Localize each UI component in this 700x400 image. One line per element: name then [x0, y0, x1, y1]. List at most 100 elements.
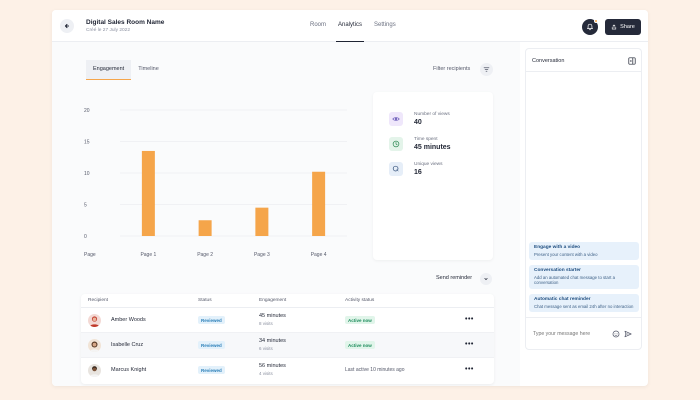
tab-room[interactable]: Room: [310, 22, 327, 28]
clock-icon: [389, 137, 403, 151]
x-tick-label: Page 4: [311, 252, 327, 258]
more-options-button[interactable]: •••: [465, 316, 474, 323]
share-icon: [612, 24, 617, 30]
filter-icon: [483, 67, 490, 72]
room-title-block: Digital Sales Room Name Créé le 27 July …: [86, 19, 164, 33]
analytics-subtabs: Engagement Timeline: [86, 60, 166, 80]
header-recipient: Recipient: [88, 298, 108, 303]
top-header: Digital Sales Room Name Créé le 27 July …: [52, 10, 648, 42]
send-reminder-label[interactable]: Send reminder: [436, 275, 473, 281]
status-badge: Reviewed: [198, 341, 225, 349]
engagement-time: 56 minutes: [259, 363, 286, 369]
bar: [312, 171, 326, 236]
stat-views: Number of views 40: [389, 112, 450, 126]
back-button[interactable]: [60, 19, 74, 33]
stats-card: Number of views 40 Time spent 45 minutes: [373, 92, 493, 260]
y-tick-label: 5: [84, 203, 87, 209]
header-engagement: Engagement: [259, 298, 287, 303]
header-status: Status: [198, 298, 212, 303]
y-tick-label: 10: [84, 171, 90, 177]
collapse-panel-icon[interactable]: [628, 57, 636, 65]
engagement-time: 34 minutes: [259, 338, 286, 344]
suggestion-title: Automatic chat reminder: [534, 297, 591, 302]
more-options-button[interactable]: •••: [465, 366, 474, 373]
stat-unique-views: Unique views 16: [389, 162, 443, 176]
status-badge: Reviewed: [198, 366, 225, 374]
activity-badge: Active now: [345, 316, 375, 324]
engagement-visits: 8 visits: [259, 321, 273, 326]
bar: [255, 207, 269, 236]
filter-recipients-label[interactable]: Filter recipients: [433, 66, 471, 72]
suggestion-video[interactable]: Engage with a video Present your content…: [529, 242, 639, 260]
stat-views-value: 40: [414, 119, 422, 126]
avatar: [88, 339, 101, 352]
suggestion-desc: Add an automated chat message to start a…: [534, 274, 615, 286]
table-row[interactable]: Amber Woods Reviewed 45 minutes 8 visits…: [81, 308, 494, 333]
stat-time-value: 45 minutes: [414, 144, 451, 151]
analytics-main: Engagement Timeline Filter recipients 0 5…: [52, 42, 520, 386]
engagement-bar-chart: 0 5 10 15 20 Page Page 1 Page 2 Page 3 Page 4: [84, 108, 347, 258]
y-tick-label: 0: [84, 234, 87, 240]
engagement-visits: 4 visits: [259, 371, 273, 376]
room-created-date: Créé le 27 July 2022: [86, 28, 130, 33]
app-window: Digital Sales Room Name Créé le 27 July …: [52, 10, 648, 386]
arrow-left-icon: [64, 23, 70, 29]
send-icon[interactable]: [624, 330, 632, 338]
notifications-button[interactable]: [582, 19, 598, 35]
bell-icon: [586, 23, 594, 31]
x-tick-label: Page 1: [140, 252, 156, 258]
emoji-icon[interactable]: [612, 330, 620, 338]
stat-unique-value: 16: [414, 169, 422, 176]
status-badge: Reviewed: [198, 316, 225, 324]
divider: [526, 317, 641, 318]
y-tick-label: 20: [84, 108, 90, 114]
suggestion-desc: Chat message sent as email 24h after no …: [534, 303, 634, 309]
x-axis-label: Page: [84, 252, 96, 258]
eye-icon: [389, 112, 403, 126]
activity-badge: Active now: [345, 341, 375, 349]
bar: [141, 150, 155, 236]
avatar: [88, 314, 101, 327]
more-options-button[interactable]: •••: [465, 341, 474, 348]
table-header: Recipient Status Engagement Activity sta…: [81, 294, 494, 308]
chevron-down-icon: [484, 278, 488, 281]
subtab-timeline[interactable]: Timeline: [138, 66, 159, 72]
share-label: Share: [620, 24, 635, 30]
x-tick-label: Page 3: [254, 252, 270, 258]
divider: [526, 71, 641, 72]
subtab-engagement[interactable]: Engagement: [86, 60, 132, 80]
message-input[interactable]: [533, 331, 603, 337]
conversation-title: Conversation: [532, 58, 565, 64]
engagement-time: 45 minutes: [259, 313, 286, 319]
stat-time: Time spent 45 minutes: [389, 137, 451, 151]
avatar: [88, 364, 101, 377]
suggestion-title: Conversation starter: [534, 268, 581, 273]
suggestion-desc: Present your content with a video: [534, 251, 598, 257]
table-row[interactable]: Marcus Knight Reviewed 56 minutes 4 visi…: [81, 358, 494, 383]
recipient-name: Isabelle Cruz: [111, 342, 144, 348]
table-row[interactable]: Isabelle Cruz Reviewed 34 minutes 6 visi…: [81, 333, 494, 358]
tab-analytics[interactable]: Analytics: [332, 10, 368, 42]
engagement-cell: 34 minutes 6 visits: [259, 338, 286, 351]
cursor-icon: [389, 162, 403, 176]
bar: [198, 220, 212, 236]
y-tick-label: 15: [84, 140, 90, 146]
filter-button[interactable]: [480, 63, 493, 76]
suggestion-chat-reminder[interactable]: Automatic chat reminder Chat message sen…: [529, 294, 639, 312]
stat-views-label: Number of views: [414, 112, 450, 117]
conversation-panel: Conversation Engage with a video Present…: [525, 48, 642, 350]
last-active-text: Last active 10 minutes ago: [345, 367, 405, 373]
share-button[interactable]: Share: [605, 19, 641, 35]
tab-settings[interactable]: Settings: [374, 22, 396, 28]
notification-dot: [594, 19, 598, 23]
engagement-visits: 6 visits: [259, 346, 273, 351]
engagement-cell: 45 minutes 8 visits: [259, 313, 286, 326]
main-tabs: Room Analytics Settings: [304, 10, 402, 42]
recipients-table: Recipient Status Engagement Activity sta…: [81, 294, 494, 384]
x-tick-label: Page 2: [197, 252, 213, 258]
suggestion-conversation-starter[interactable]: Conversation starter Add an automated ch…: [529, 265, 639, 289]
send-reminder-button[interactable]: [480, 273, 492, 285]
recipient-name: Amber Woods: [111, 317, 146, 323]
stat-unique-label: Unique views: [414, 162, 443, 167]
recipient-name: Marcus Knight: [111, 367, 147, 373]
